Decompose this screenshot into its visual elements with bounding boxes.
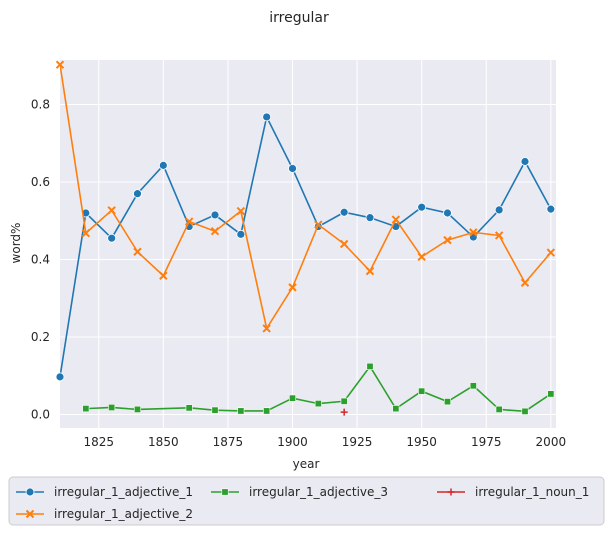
data-point: [365, 266, 375, 276]
x-tick-label: 1925: [342, 435, 373, 449]
x-tick-label: 1950: [406, 435, 437, 449]
legend: irregular_1_adjective_1 irregular_1_adjec…: [8, 476, 605, 526]
data-point: [210, 210, 220, 220]
data-point: [546, 248, 556, 257]
data-point: [288, 164, 297, 173]
legend-marker: [221, 488, 229, 496]
data-point: [81, 228, 91, 238]
data-point: [443, 235, 452, 245]
x-tick-label: 1850: [148, 435, 179, 449]
data-point: [340, 408, 348, 416]
x-axis-ticks: 1825 1850 1875 1900 1925 1950 1975 2000: [83, 435, 566, 449]
y-tick-label: 0.0: [31, 407, 50, 421]
data-point: [185, 404, 193, 412]
data-point: [494, 231, 504, 240]
data-point: [546, 204, 556, 214]
data-point: [520, 157, 530, 166]
data-point: [339, 239, 349, 249]
x-tick-label: 1875: [213, 435, 244, 449]
data-point: [262, 112, 272, 122]
data-point: [263, 407, 271, 415]
data-point: [391, 215, 401, 224]
data-point: [340, 397, 348, 405]
data-point: [211, 406, 219, 414]
data-point: [392, 405, 400, 413]
data-point: [184, 217, 194, 226]
data-point: [133, 247, 142, 256]
legend-box: [8, 476, 605, 526]
data-point: [417, 202, 427, 212]
plot-area: [60, 60, 556, 428]
data-point: [210, 227, 220, 236]
series-irregular_1_adjective_3: [82, 362, 555, 415]
chart-title: irregular: [269, 10, 329, 26]
y-tick-label: 0.6: [31, 175, 50, 189]
data-point: [417, 252, 426, 261]
legend-item: irregular_1_adjective_3: [211, 485, 388, 499]
data-point: [237, 407, 245, 415]
data-point: [133, 189, 142, 199]
data-point: [314, 220, 323, 229]
data-point: [134, 405, 142, 413]
legend-marker: [25, 509, 35, 519]
data-point: [495, 405, 503, 413]
y-tick-label: 0.8: [31, 98, 50, 112]
series-line: [85, 364, 552, 413]
series-irregular_1_noun_1: [340, 408, 348, 416]
x-tick-label: 2000: [536, 435, 567, 449]
data-point: [365, 213, 375, 223]
data-point: [520, 278, 530, 287]
data-point: [288, 283, 297, 292]
data-point: [108, 403, 116, 411]
y-tick-label: 0.2: [31, 330, 50, 344]
data-point: [158, 160, 168, 170]
data-point: [469, 382, 477, 390]
data-point: [443, 208, 452, 218]
legend-label: irregular_1_adjective_2: [54, 507, 193, 521]
x-tick-label: 1900: [277, 435, 308, 449]
series-layer: [55, 60, 556, 416]
legend-item: irregular_1_adjective_2: [16, 507, 193, 521]
data-point: [236, 229, 246, 239]
legend-marker: [447, 488, 455, 496]
series-irregular_1_adjective_2: [55, 60, 556, 333]
data-point: [547, 390, 555, 398]
data-point: [159, 271, 168, 280]
data-point: [82, 405, 90, 413]
legend-marker: [25, 487, 35, 497]
x-axis-label: year: [293, 457, 320, 471]
x-tick-label: 1825: [83, 435, 114, 449]
data-point: [107, 206, 116, 215]
y-axis-label: word%: [9, 223, 23, 264]
data-point: [469, 228, 478, 237]
data-point: [366, 362, 374, 370]
y-axis-ticks: 0.0 0.2 0.4 0.6 0.8: [31, 98, 50, 422]
data-point: [236, 206, 246, 216]
data-point: [107, 233, 117, 243]
legend-item: irregular_1_noun_1: [437, 485, 589, 499]
data-point: [521, 407, 529, 415]
legend-label: irregular_1_noun_1: [475, 485, 589, 499]
data-point: [55, 372, 65, 382]
x-tick-label: 1975: [471, 435, 502, 449]
data-point: [339, 207, 349, 217]
grid-lines: [60, 60, 556, 428]
legend-label: irregular_1_adjective_1: [54, 485, 193, 499]
series-line: [60, 64, 552, 331]
data-point: [418, 387, 426, 395]
y-tick-label: 0.4: [31, 252, 50, 266]
legend-label: irregular_1_adjective_3: [249, 485, 388, 499]
data-point: [443, 398, 451, 406]
legend-item: irregular_1_adjective_1: [16, 485, 193, 499]
data-point: [288, 394, 296, 402]
data-point: [55, 60, 65, 69]
data-point: [494, 205, 504, 215]
data-point: [314, 400, 322, 408]
data-point: [262, 324, 271, 333]
